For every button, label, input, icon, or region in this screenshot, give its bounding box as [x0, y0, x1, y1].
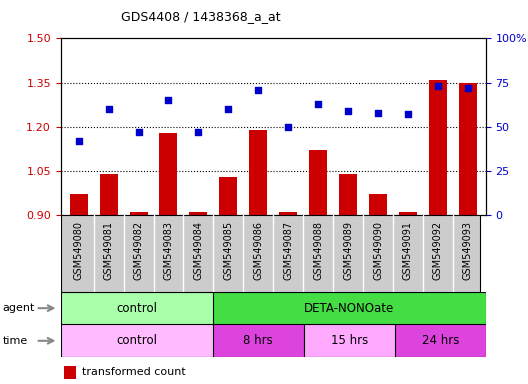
Text: agent: agent — [3, 303, 35, 313]
Text: GSM549084: GSM549084 — [193, 221, 203, 280]
Bar — [369, 194, 387, 215]
Text: 24 hrs: 24 hrs — [421, 334, 459, 347]
Text: GSM549081: GSM549081 — [103, 221, 114, 280]
Bar — [395, 324, 486, 357]
Bar — [64, 366, 76, 379]
Bar — [61, 292, 212, 324]
Bar — [339, 174, 357, 215]
Text: GSM549093: GSM549093 — [463, 221, 473, 280]
Text: GSM549080: GSM549080 — [74, 221, 83, 280]
Bar — [190, 212, 208, 215]
Bar — [309, 150, 327, 215]
Text: control: control — [116, 302, 157, 314]
Text: GSM549086: GSM549086 — [253, 221, 263, 280]
Point — [134, 129, 143, 135]
Point — [404, 111, 412, 118]
Bar — [212, 292, 486, 324]
Text: GSM549088: GSM549088 — [313, 221, 323, 280]
Point — [164, 97, 173, 103]
Text: control: control — [116, 334, 157, 347]
Text: GSM549091: GSM549091 — [403, 221, 413, 280]
Text: GSM549089: GSM549089 — [343, 221, 353, 280]
Text: time: time — [3, 336, 28, 346]
Text: DETA-NONOate: DETA-NONOate — [304, 302, 394, 314]
Text: GSM549082: GSM549082 — [134, 221, 144, 280]
Bar — [100, 174, 118, 215]
Bar — [459, 83, 477, 215]
Text: GSM549090: GSM549090 — [373, 221, 383, 280]
Bar — [249, 130, 267, 215]
Text: GSM549083: GSM549083 — [164, 221, 174, 280]
Text: transformed count: transformed count — [81, 367, 185, 377]
Point — [254, 86, 262, 93]
Bar — [212, 324, 304, 357]
Bar — [429, 79, 447, 215]
Text: 8 hrs: 8 hrs — [243, 334, 273, 347]
Point — [105, 106, 113, 112]
Bar — [61, 324, 212, 357]
Bar — [219, 177, 237, 215]
Bar — [159, 132, 177, 215]
Text: GSM549085: GSM549085 — [223, 221, 233, 280]
Bar — [70, 194, 88, 215]
Bar — [304, 324, 395, 357]
Text: 15 hrs: 15 hrs — [331, 334, 368, 347]
Point — [374, 109, 382, 116]
Point — [194, 129, 203, 135]
Bar — [279, 212, 297, 215]
Text: GSM549092: GSM549092 — [433, 221, 443, 280]
Bar — [399, 212, 417, 215]
Text: GSM549087: GSM549087 — [283, 221, 293, 280]
Text: GDS4408 / 1438368_a_at: GDS4408 / 1438368_a_at — [121, 10, 280, 23]
Point — [224, 106, 232, 112]
Point — [286, 276, 295, 282]
Point — [433, 83, 442, 89]
Point — [74, 138, 83, 144]
Bar — [129, 212, 147, 215]
Point — [464, 85, 472, 91]
Point — [314, 101, 323, 107]
Point — [344, 108, 352, 114]
Point — [284, 124, 293, 130]
